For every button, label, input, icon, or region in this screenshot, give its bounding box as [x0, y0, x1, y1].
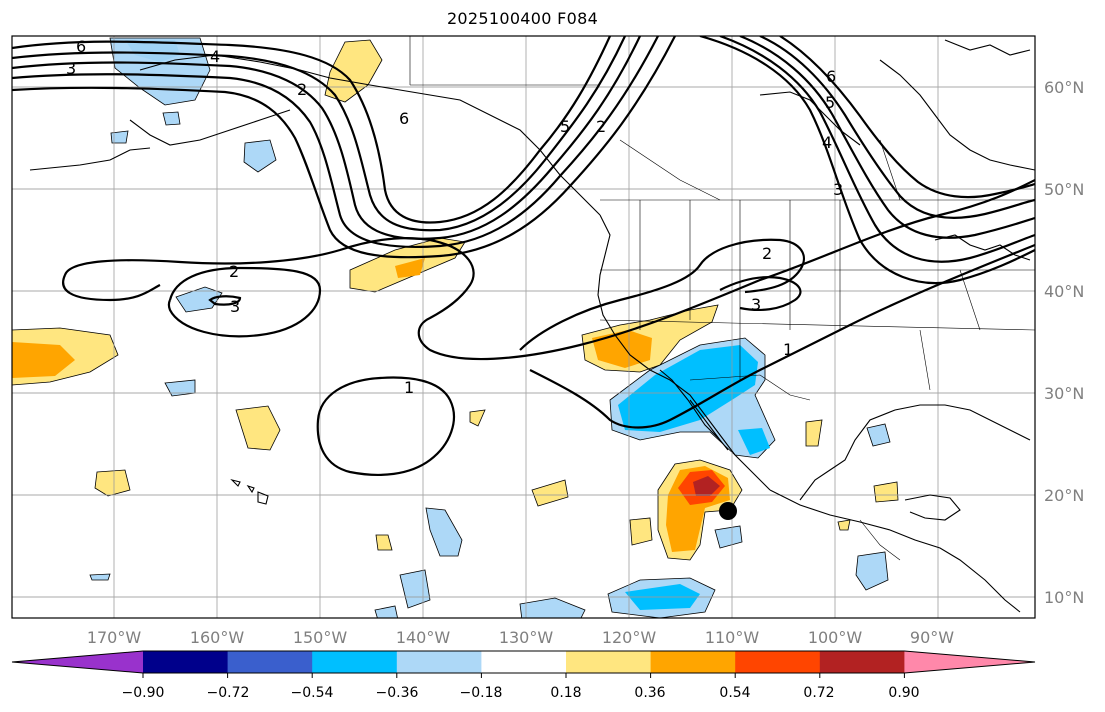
lat-label: 30°N — [1044, 384, 1084, 403]
neg-anomaly-blob — [374, 605, 398, 618]
neg-anomaly-blob — [866, 423, 891, 447]
pos-anomaly-gulf-ak — [324, 39, 383, 103]
pos-anomaly-california-core — [592, 330, 652, 368]
contour-label-5: 5 — [560, 117, 570, 136]
neg-anomaly-blob — [162, 111, 181, 126]
lon-label: 110°W — [705, 628, 760, 647]
neg-anomaly-blob — [89, 573, 111, 581]
pos-anomaly-west-core — [12, 342, 75, 378]
contour-label-6: 6 — [399, 109, 409, 128]
colorbar-tick-label: 0.90 — [888, 685, 919, 701]
colorbar-tick-label: −0.90 — [122, 685, 165, 701]
colorbar-segment — [819, 651, 905, 673]
pos-anomaly-hawaii-n — [235, 405, 281, 451]
lon-label: 150°W — [293, 628, 348, 647]
pos-anomaly-blob — [629, 517, 653, 546]
colorbar-segment — [312, 651, 398, 673]
storm-position-marker — [719, 502, 737, 520]
pos-anomaly-blob — [873, 481, 899, 503]
anomaly-shading — [12, 37, 899, 618]
lat-label: 20°N — [1044, 486, 1084, 505]
contour-label-5: 5 — [825, 93, 835, 112]
neg-anomaly-baja-core — [618, 345, 758, 432]
colorbar-segment — [227, 651, 313, 673]
lon-label: 90°W — [910, 628, 954, 647]
colorbar-tick-label: −0.36 — [376, 685, 419, 701]
latitude-axis: 60°N 50°N 40°N 30°N 20°N 10°N — [1044, 78, 1084, 607]
contour-label-2: 2 — [762, 244, 772, 263]
lat-label: 50°N — [1044, 180, 1084, 199]
colorbar-segment — [650, 651, 736, 673]
colorbar-extend-max — [904, 651, 1035, 673]
pos-anomaly-blob — [531, 479, 569, 507]
pos-anomaly-blob — [469, 409, 486, 427]
pos-anomaly-blob — [837, 519, 851, 531]
colorbar-segment — [481, 651, 567, 673]
colorbar-ticks: −0.90 −0.72 −0.54 −0.36 −0.18 0.18 0.36 … — [122, 685, 920, 701]
contour-label-3: 3 — [833, 180, 843, 199]
lat-label: 10°N — [1044, 588, 1084, 607]
colorbar-segment — [396, 651, 482, 673]
contour-label-4: 4 — [822, 133, 832, 152]
contour-label-1: 1 — [404, 378, 414, 397]
colorbar-tick-label: 0.54 — [719, 685, 750, 701]
political-borders — [409, 36, 1035, 561]
colorbar — [11, 650, 1036, 678]
neg-anomaly-blob — [519, 597, 586, 618]
neg-anomaly-nw-pacific-core — [125, 40, 180, 62]
neg-anomaly-baja-east — [738, 428, 770, 455]
contour-label-1: 1 — [783, 340, 793, 359]
lon-label: 100°W — [808, 628, 863, 647]
contour-labels: 1 1 2 2 2 2 3 3 3 3 4 4 5 5 6 6 6 — [66, 37, 843, 397]
colorbar-extend-min — [12, 651, 143, 673]
contour-label-3: 3 — [751, 295, 761, 314]
lat-label: 60°N — [1044, 78, 1084, 97]
colorbar-segment — [566, 651, 652, 673]
contour-label-3: 3 — [66, 59, 76, 78]
contour-label-4: 4 — [210, 47, 220, 66]
longitude-axis: 170°W 160°W 150°W 140°W 130°W 120°W 110°… — [87, 628, 954, 647]
contour-label-2: 2 — [297, 80, 307, 99]
contour-label-6: 6 — [826, 67, 836, 86]
map-title: 2025100400 F084 — [446, 9, 599, 28]
lon-label: 130°W — [499, 628, 554, 647]
neg-anomaly-blob — [855, 551, 889, 591]
lat-label: 40°N — [1044, 282, 1084, 301]
contour-label-6: 6 — [76, 37, 86, 56]
contour-label-2: 2 — [596, 117, 606, 136]
graticule — [12, 36, 1035, 618]
colorbar-segment — [143, 651, 229, 673]
neg-anomaly-blob — [425, 507, 463, 557]
pos-anomaly-blob — [375, 534, 393, 551]
neg-anomaly-blob — [110, 130, 129, 144]
pos-anomaly-blob — [805, 419, 823, 447]
lon-label: 170°W — [87, 628, 142, 647]
colorbar-tick-label: 0.18 — [550, 685, 581, 701]
lon-label: 140°W — [396, 628, 451, 647]
pos-anomaly-central-core — [395, 258, 425, 278]
contour-label-3: 3 — [230, 297, 240, 316]
colorbar-tick-label: 0.36 — [634, 685, 665, 701]
contour-label-2: 2 — [229, 262, 239, 281]
colorbar-tick-label: −0.72 — [207, 685, 250, 701]
map-frame — [11, 35, 1036, 619]
colorbar-tick-label: −0.54 — [291, 685, 334, 701]
pos-anomaly-blob — [94, 469, 131, 497]
contour-lines — [12, 36, 1035, 476]
colorbar-tick-label: −0.18 — [460, 685, 503, 701]
lon-label: 120°W — [602, 628, 657, 647]
pos-anomaly-mexico-core3 — [693, 476, 720, 496]
lon-label: 160°W — [190, 628, 245, 647]
colorbar-segment — [735, 651, 821, 673]
colorbar-tick-label: 0.72 — [803, 685, 834, 701]
neg-anomaly-blob — [243, 139, 277, 173]
